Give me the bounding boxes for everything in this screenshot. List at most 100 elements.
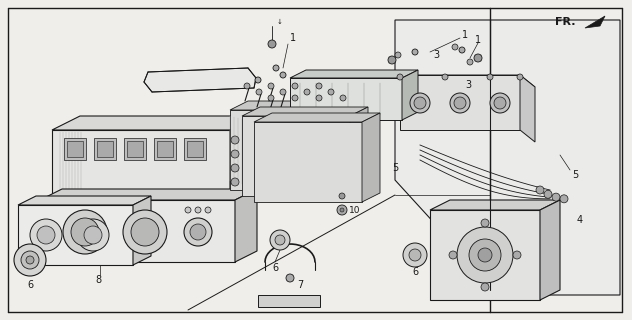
Polygon shape [254,113,380,122]
Text: 3: 3 [433,50,439,60]
Circle shape [316,95,322,101]
Circle shape [185,207,191,213]
Polygon shape [540,200,560,300]
Text: FR.: FR. [555,17,575,27]
Text: ↓: ↓ [277,19,283,25]
Bar [67,141,83,157]
Polygon shape [402,70,418,120]
Polygon shape [40,189,257,200]
Polygon shape [395,20,620,295]
Polygon shape [242,116,350,196]
Polygon shape [430,210,540,300]
Circle shape [487,74,493,80]
Text: 8: 8 [95,275,101,285]
Circle shape [280,89,286,95]
Circle shape [292,95,298,101]
Circle shape [560,195,568,203]
Bar [154,138,176,160]
Circle shape [292,83,298,89]
Circle shape [552,193,560,201]
Circle shape [544,190,552,198]
Circle shape [481,219,489,227]
Circle shape [395,52,401,58]
Circle shape [454,97,466,109]
Circle shape [328,89,334,95]
Circle shape [273,65,279,71]
Circle shape [21,251,39,269]
Text: 1: 1 [462,30,468,40]
Text: 6: 6 [412,267,418,277]
Polygon shape [290,78,402,120]
Circle shape [481,283,489,291]
Circle shape [337,205,347,215]
Circle shape [403,243,427,267]
Polygon shape [230,101,356,110]
Circle shape [195,207,201,213]
Circle shape [340,208,344,212]
Circle shape [442,74,448,80]
Circle shape [184,218,212,246]
Text: 4: 4 [577,215,583,225]
Polygon shape [585,16,605,28]
Bar [124,138,146,160]
Circle shape [77,219,109,251]
Circle shape [536,186,544,194]
Circle shape [316,83,322,89]
Circle shape [268,95,274,101]
Circle shape [231,164,239,172]
Bar [184,138,206,160]
Circle shape [231,150,239,158]
Circle shape [414,97,426,109]
Bar [127,141,143,157]
Bar [187,141,203,157]
Circle shape [286,274,294,282]
Circle shape [30,219,62,251]
Circle shape [449,251,457,259]
Text: 7: 7 [297,280,303,290]
Polygon shape [230,110,338,190]
Circle shape [84,226,102,244]
Circle shape [255,77,261,83]
Polygon shape [400,75,535,87]
Circle shape [457,227,513,283]
Circle shape [467,59,473,65]
Polygon shape [400,75,520,130]
Circle shape [478,248,492,262]
Circle shape [14,244,46,276]
Polygon shape [350,107,368,196]
Circle shape [397,74,403,80]
Circle shape [231,136,239,144]
Text: 1: 1 [475,35,481,45]
Circle shape [517,74,523,80]
Circle shape [459,47,465,53]
Circle shape [474,54,482,62]
Polygon shape [133,196,151,265]
Bar [94,138,116,160]
Text: 9: 9 [352,188,358,197]
Circle shape [131,218,159,246]
Circle shape [340,95,346,101]
Bar [157,141,173,157]
Circle shape [409,249,421,261]
Circle shape [26,256,34,264]
Circle shape [494,97,506,109]
Circle shape [71,218,99,246]
Circle shape [410,93,430,113]
Bar [64,138,86,160]
Circle shape [388,56,396,64]
Circle shape [513,251,521,259]
Text: 2: 2 [292,175,298,185]
Circle shape [275,235,285,245]
Circle shape [268,83,274,89]
Bar [97,141,113,157]
Circle shape [450,93,470,113]
Polygon shape [52,130,230,195]
Text: 6: 6 [272,263,278,273]
Circle shape [412,49,418,55]
Text: 6: 6 [27,280,33,290]
Circle shape [123,210,167,254]
Polygon shape [18,205,133,265]
Polygon shape [242,107,368,116]
Text: 3: 3 [465,80,471,90]
Circle shape [190,224,206,240]
